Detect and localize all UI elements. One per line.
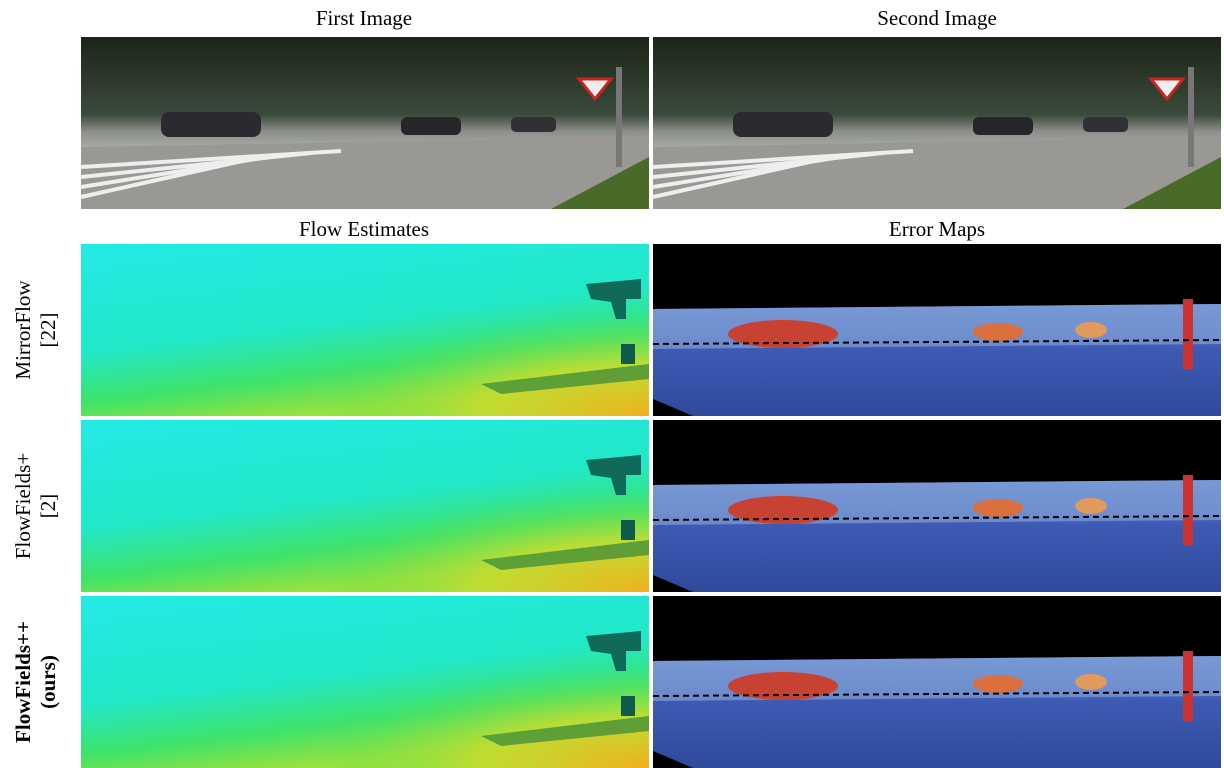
error-map	[652, 243, 1222, 417]
image	[79, 35, 651, 211]
error-map	[652, 419, 1222, 593]
error-map	[652, 595, 1222, 768]
header: Error Maps	[889, 217, 985, 241]
flow-image	[81, 596, 649, 768]
flow-image	[81, 244, 649, 416]
header: Flow Estimates	[299, 217, 429, 241]
row-label: FlowFields+	[11, 453, 35, 559]
row-label: (ours)	[36, 655, 60, 709]
row-label: [22]	[36, 313, 60, 348]
header: First Image	[316, 6, 412, 30]
header: Second Image	[877, 6, 997, 30]
row-label: FlowFields++	[11, 621, 35, 743]
image	[651, 35, 1223, 211]
row-label: MirrorFlow	[11, 280, 35, 380]
flow-image	[81, 420, 649, 592]
row-label: [2]	[36, 494, 60, 519]
